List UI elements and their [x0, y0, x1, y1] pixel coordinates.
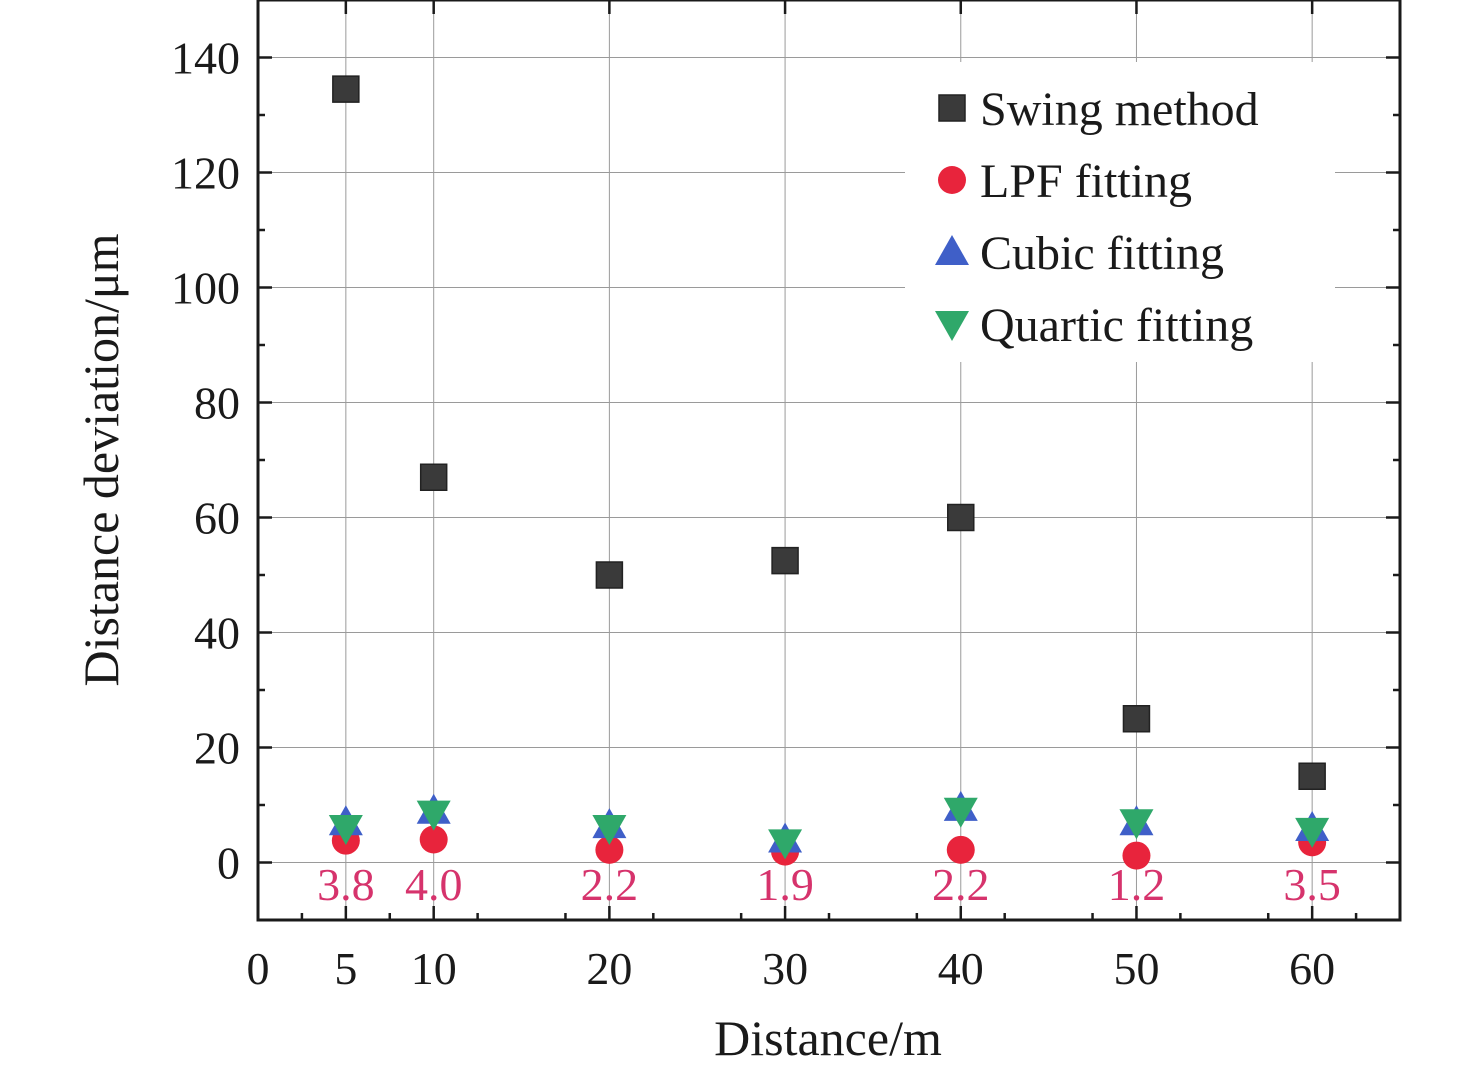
- swing-method-point: [947, 503, 975, 532]
- y-tick-label: 60: [194, 493, 240, 544]
- quartic-fitting-point: [1119, 809, 1154, 840]
- quartic-fitting-point: [943, 797, 978, 828]
- legend: Swing method LPF fitting Cubic fitting Quar…: [905, 62, 1335, 362]
- y-axis-label: Distance deviation/μm: [73, 233, 129, 686]
- lpf-fitting-point: [595, 835, 624, 864]
- lpf-fitting-point: [419, 825, 448, 854]
- x-axis: 0 5 10 20 30 40 50 60: [247, 0, 1358, 994]
- legend-label: LPF fitting: [980, 155, 1192, 208]
- lpf-value-label: 3.8: [317, 859, 375, 910]
- swing-method-point: [1122, 705, 1151, 733]
- lpf-value-label: 1.2: [1108, 859, 1166, 910]
- legend-marker: [938, 94, 966, 122]
- y-tick-label: 120: [171, 148, 240, 199]
- legend-label: Swing method: [980, 83, 1259, 136]
- swing-method-point: [1298, 762, 1326, 790]
- legend-label: Quartic fitting: [980, 299, 1253, 352]
- x-tick-label: 5: [334, 943, 357, 994]
- lpf-fitting-point: [946, 835, 975, 864]
- plot-frame: [256, 0, 1402, 922]
- lpf-value-label: 2.2: [932, 859, 990, 910]
- quartic-fitting-point: [1295, 817, 1330, 848]
- legend-label: Cubic fitting: [980, 227, 1224, 280]
- legend-background: [905, 62, 1335, 362]
- x-tick-label: 10: [411, 943, 457, 994]
- lpf-value-label: 3.5: [1283, 859, 1341, 910]
- legend-marker: [938, 166, 966, 194]
- x-tick-label: 40: [938, 943, 984, 994]
- lpf-value-label: 1.9: [756, 859, 814, 910]
- x-axis-label: Distance/m: [714, 1010, 942, 1066]
- quartic-fitting-point: [328, 815, 363, 845]
- y-tick-label: 0: [217, 838, 240, 889]
- legend-marker: [935, 311, 969, 341]
- y-tick-label: 80: [194, 378, 240, 429]
- swing-method-point: [332, 75, 360, 103]
- lpf-value-label: 4.0: [405, 859, 463, 910]
- y-tick-label: 140: [171, 33, 240, 84]
- swing-method-point: [419, 463, 448, 491]
- data-points: [328, 75, 1330, 870]
- y-axis: 0 20 40 60 80 100 120 140: [171, 33, 1400, 889]
- data-labels: 3.8 4.0 2.2 1.9 2.2 1.2 3.5: [317, 859, 1341, 910]
- quartic-fitting-point: [416, 800, 451, 831]
- swing-method-point: [595, 561, 624, 589]
- lpf-fitting-point: [1122, 841, 1151, 870]
- x-tick-label: 20: [586, 943, 632, 994]
- y-tick-label: 40: [194, 608, 240, 659]
- x-tick-label: 30: [762, 943, 808, 994]
- y-tick-label: 20: [194, 723, 240, 774]
- lpf-value-label: 2.2: [581, 859, 639, 910]
- y-tick-label: 100: [171, 263, 240, 314]
- x-tick-label: 60: [1289, 943, 1335, 994]
- swing-method-point: [771, 546, 799, 575]
- legend-marker: [935, 235, 969, 265]
- x-tick-label: 50: [1113, 943, 1159, 994]
- quartic-fitting-point: [768, 829, 803, 860]
- quartic-fitting-point: [592, 815, 627, 845]
- x-tick-label: 0: [247, 943, 270, 994]
